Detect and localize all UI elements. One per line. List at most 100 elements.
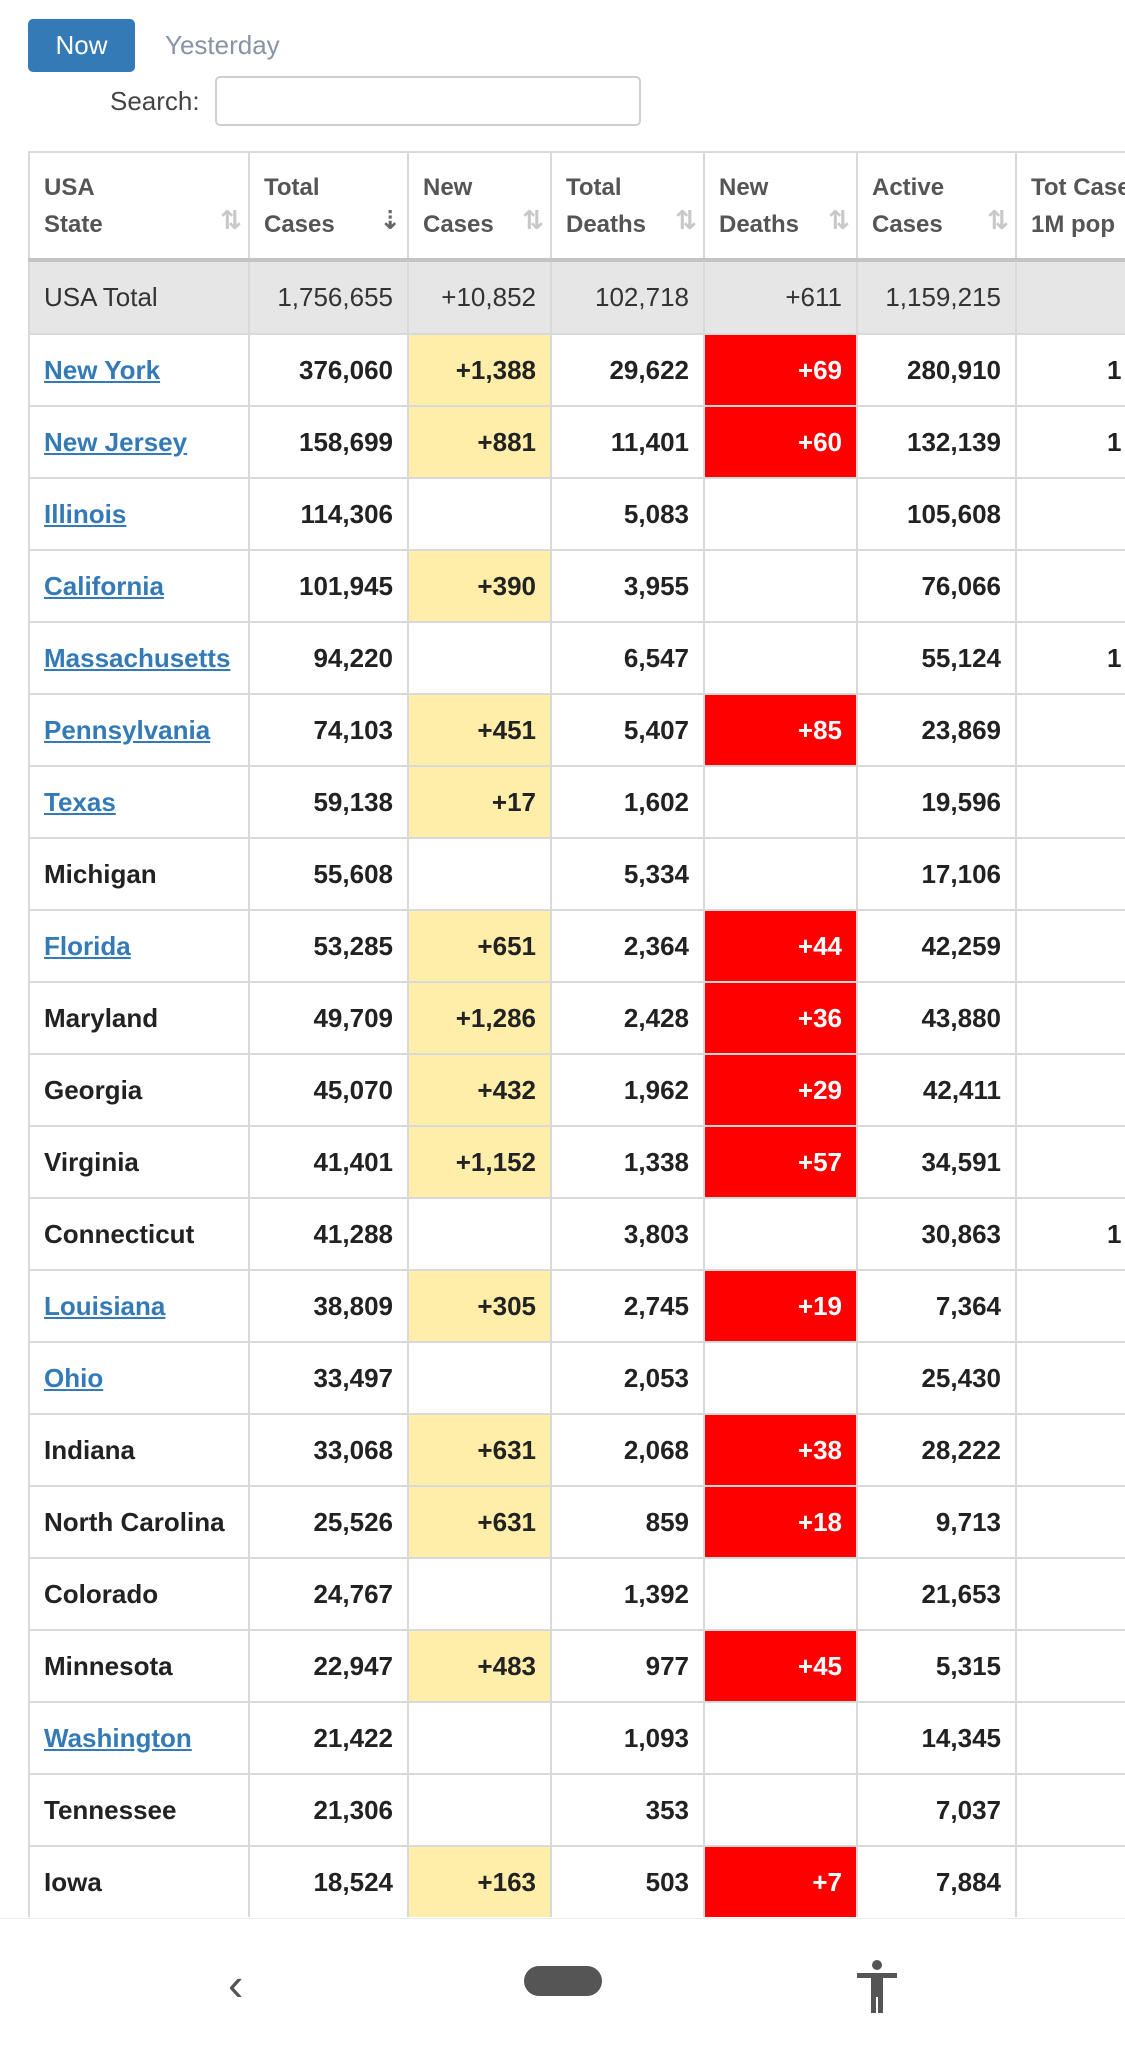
total-cases-cell: 18,524 [248,1845,409,1917]
state-link[interactable]: Florida [44,930,131,961]
header-active-cases[interactable]: Active Cases ⇅ [856,151,1017,262]
table-row: Minnesota 22,947 +483 977 +45 5,315 [28,1629,1125,1703]
state-cell: Colorado [28,1557,250,1631]
state-cell[interactable]: Massachusetts [28,621,250,695]
state-link[interactable]: California [44,570,164,601]
header-cases-per-million[interactable]: Tot Cases 1M pop [1015,151,1125,262]
new-cases-cell [407,621,552,695]
search-row: Search: [110,76,641,126]
table-row: North Carolina 25,526 +631 859 +18 9,713 [28,1485,1125,1559]
new-cases-cell: +651 [407,909,552,983]
new-deaths-cell: +7 [703,1845,858,1917]
search-input[interactable] [214,76,641,126]
state-link[interactable]: Louisiana [44,1290,166,1321]
state-link[interactable]: Massachusetts [44,642,231,673]
total-cases-cell: 94,220 [248,621,409,695]
active-cases-cell: 55,124 [856,621,1017,695]
tab-yesterday[interactable]: Yesterday [165,30,280,60]
total-cases-cell: 25,526 [248,1485,409,1559]
cases-per-million-cell [1015,549,1125,623]
new-cases-cell: +483 [407,1629,552,1703]
total-cases-cell: 22,947 [248,1629,409,1703]
new-cases-cell [407,1557,552,1631]
state-cell[interactable]: New Jersey [28,405,250,479]
state-link[interactable]: Illinois [44,498,127,529]
total-cases-cell: 55,608 [248,837,409,911]
new-cases-cell [407,837,552,911]
total-cases-cell: 376,060 [248,333,409,407]
cases-per-million-cell [1015,837,1125,911]
home-pill-icon[interactable] [524,1966,602,1996]
tab-now[interactable]: Now [28,19,135,72]
active-cases-cell: 21,653 [856,1557,1017,1631]
table-row: Connecticut 41,288 3,803 30,863 1 [28,1197,1125,1271]
total-cases-cell: 101,945 [248,549,409,623]
cases-per-million-cell [1015,1773,1125,1847]
cases-per-million-cell: 1 [1015,1197,1125,1271]
state-cell: Tennessee [28,1773,250,1847]
table-row: New Jersey 158,699 +881 11,401 +60 132,139 1 [28,405,1125,479]
cases-per-million-cell [1015,1701,1125,1775]
states-table-container[interactable]: USA State ⇅ Total Cases ⇣ New Cases ⇅ Total… [28,151,1125,1917]
total-deaths-cell: 977 [550,1629,705,1703]
state-cell[interactable]: Illinois [28,477,250,551]
cases-per-million-cell [1015,981,1125,1055]
state-link[interactable]: Ohio [44,1362,104,1393]
table-row: Ohio 33,497 2,053 25,430 [28,1341,1125,1415]
state-link[interactable]: New Jersey [44,426,188,457]
back-icon[interactable]: ‹ [228,1958,244,2010]
active-cases-cell: 25,430 [856,1341,1017,1415]
new-deaths-cell: +45 [703,1629,858,1703]
new-deaths-cell: +611 [703,259,858,335]
header-state[interactable]: USA State ⇅ [28,151,250,262]
state-cell[interactable]: Florida [28,909,250,983]
state-cell[interactable]: California [28,549,250,623]
new-cases-cell [407,1701,552,1775]
new-deaths-cell: +60 [703,405,858,479]
new-cases-cell [407,477,552,551]
new-deaths-cell: +18 [703,1485,858,1559]
state-cell: North Carolina [28,1485,250,1559]
state-cell[interactable]: Texas [28,765,250,839]
state-link[interactable]: Pennsylvania [44,714,211,745]
total-deaths-cell: 29,622 [550,333,705,407]
new-cases-cell: +432 [407,1053,552,1127]
table-row: Michigan 55,608 5,334 17,106 [28,837,1125,911]
state-link[interactable]: New York [44,354,161,385]
new-cases-cell [407,1773,552,1847]
states-table: USA State ⇅ Total Cases ⇣ New Cases ⇅ Total… [28,151,1125,1917]
state-link[interactable]: Texas [44,786,116,817]
table-row: New York 376,060 +1,388 29,622 +69 280,910 1 [28,333,1125,407]
active-cases-cell: 7,364 [856,1269,1017,1343]
header-new-cases[interactable]: New Cases ⇅ [407,151,552,262]
total-deaths-cell: 6,547 [550,621,705,695]
header-new-deaths[interactable]: New Deaths ⇅ [703,151,858,262]
state-cell[interactable]: Pennsylvania [28,693,250,767]
active-cases-cell: 34,591 [856,1125,1017,1199]
new-deaths-cell [703,621,858,695]
total-cases-cell: 45,070 [248,1053,409,1127]
new-deaths-cell: +69 [703,333,858,407]
total-cases-cell: 24,767 [248,1557,409,1631]
state-cell: Georgia [28,1053,250,1127]
total-cases-cell: 49,709 [248,981,409,1055]
cases-per-million-cell: 1 [1015,333,1125,407]
new-deaths-cell [703,549,858,623]
table-row: Massachusetts 94,220 6,547 55,124 1 [28,621,1125,695]
total-cases-cell: 21,306 [248,1773,409,1847]
state-cell[interactable]: Ohio [28,1341,250,1415]
header-total-deaths[interactable]: Total Deaths ⇅ [550,151,705,262]
state-cell[interactable]: Louisiana [28,1269,250,1343]
state-cell[interactable]: Washington [28,1701,250,1775]
header-total-cases[interactable]: Total Cases ⇣ [248,151,409,262]
state-link[interactable]: Washington [44,1722,192,1753]
table-row: Georgia 45,070 +432 1,962 +29 42,411 [28,1053,1125,1127]
total-deaths-cell: 1,392 [550,1557,705,1631]
sort-desc-icon: ⇣ [379,205,401,235]
accessibility-icon[interactable] [855,1959,899,2015]
table-row: Texas 59,138 +17 1,602 19,596 [28,765,1125,839]
total-label: USA Total [28,259,250,335]
total-deaths-cell: 2,745 [550,1269,705,1343]
table-row: Louisiana 38,809 +305 2,745 +19 7,364 [28,1269,1125,1343]
state-cell[interactable]: New York [28,333,250,407]
